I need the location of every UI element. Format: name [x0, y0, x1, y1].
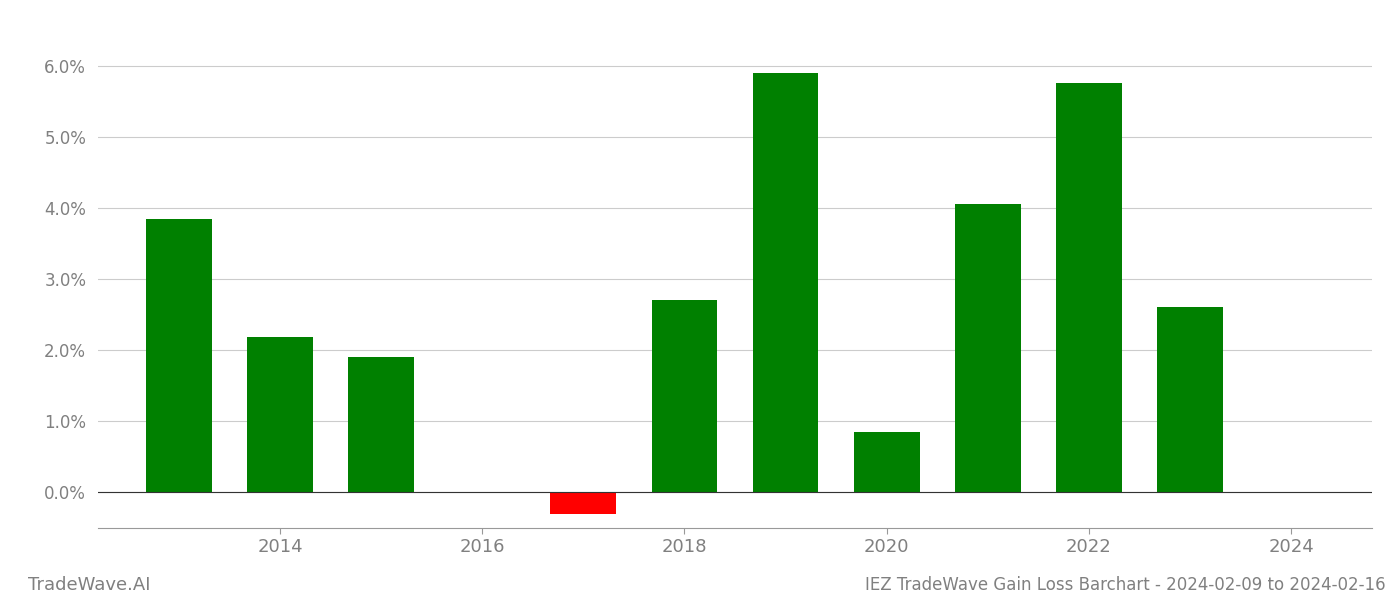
Bar: [955, 204, 1021, 493]
Bar: [550, 493, 616, 514]
Text: TradeWave.AI: TradeWave.AI: [28, 576, 151, 594]
Bar: [1056, 83, 1121, 493]
Bar: [146, 218, 211, 493]
Bar: [651, 301, 717, 493]
Bar: [854, 432, 920, 493]
Bar: [1158, 307, 1222, 493]
Bar: [753, 73, 819, 493]
Bar: [248, 337, 312, 493]
Text: IEZ TradeWave Gain Loss Barchart - 2024-02-09 to 2024-02-16: IEZ TradeWave Gain Loss Barchart - 2024-…: [865, 576, 1386, 594]
Bar: [349, 357, 414, 493]
